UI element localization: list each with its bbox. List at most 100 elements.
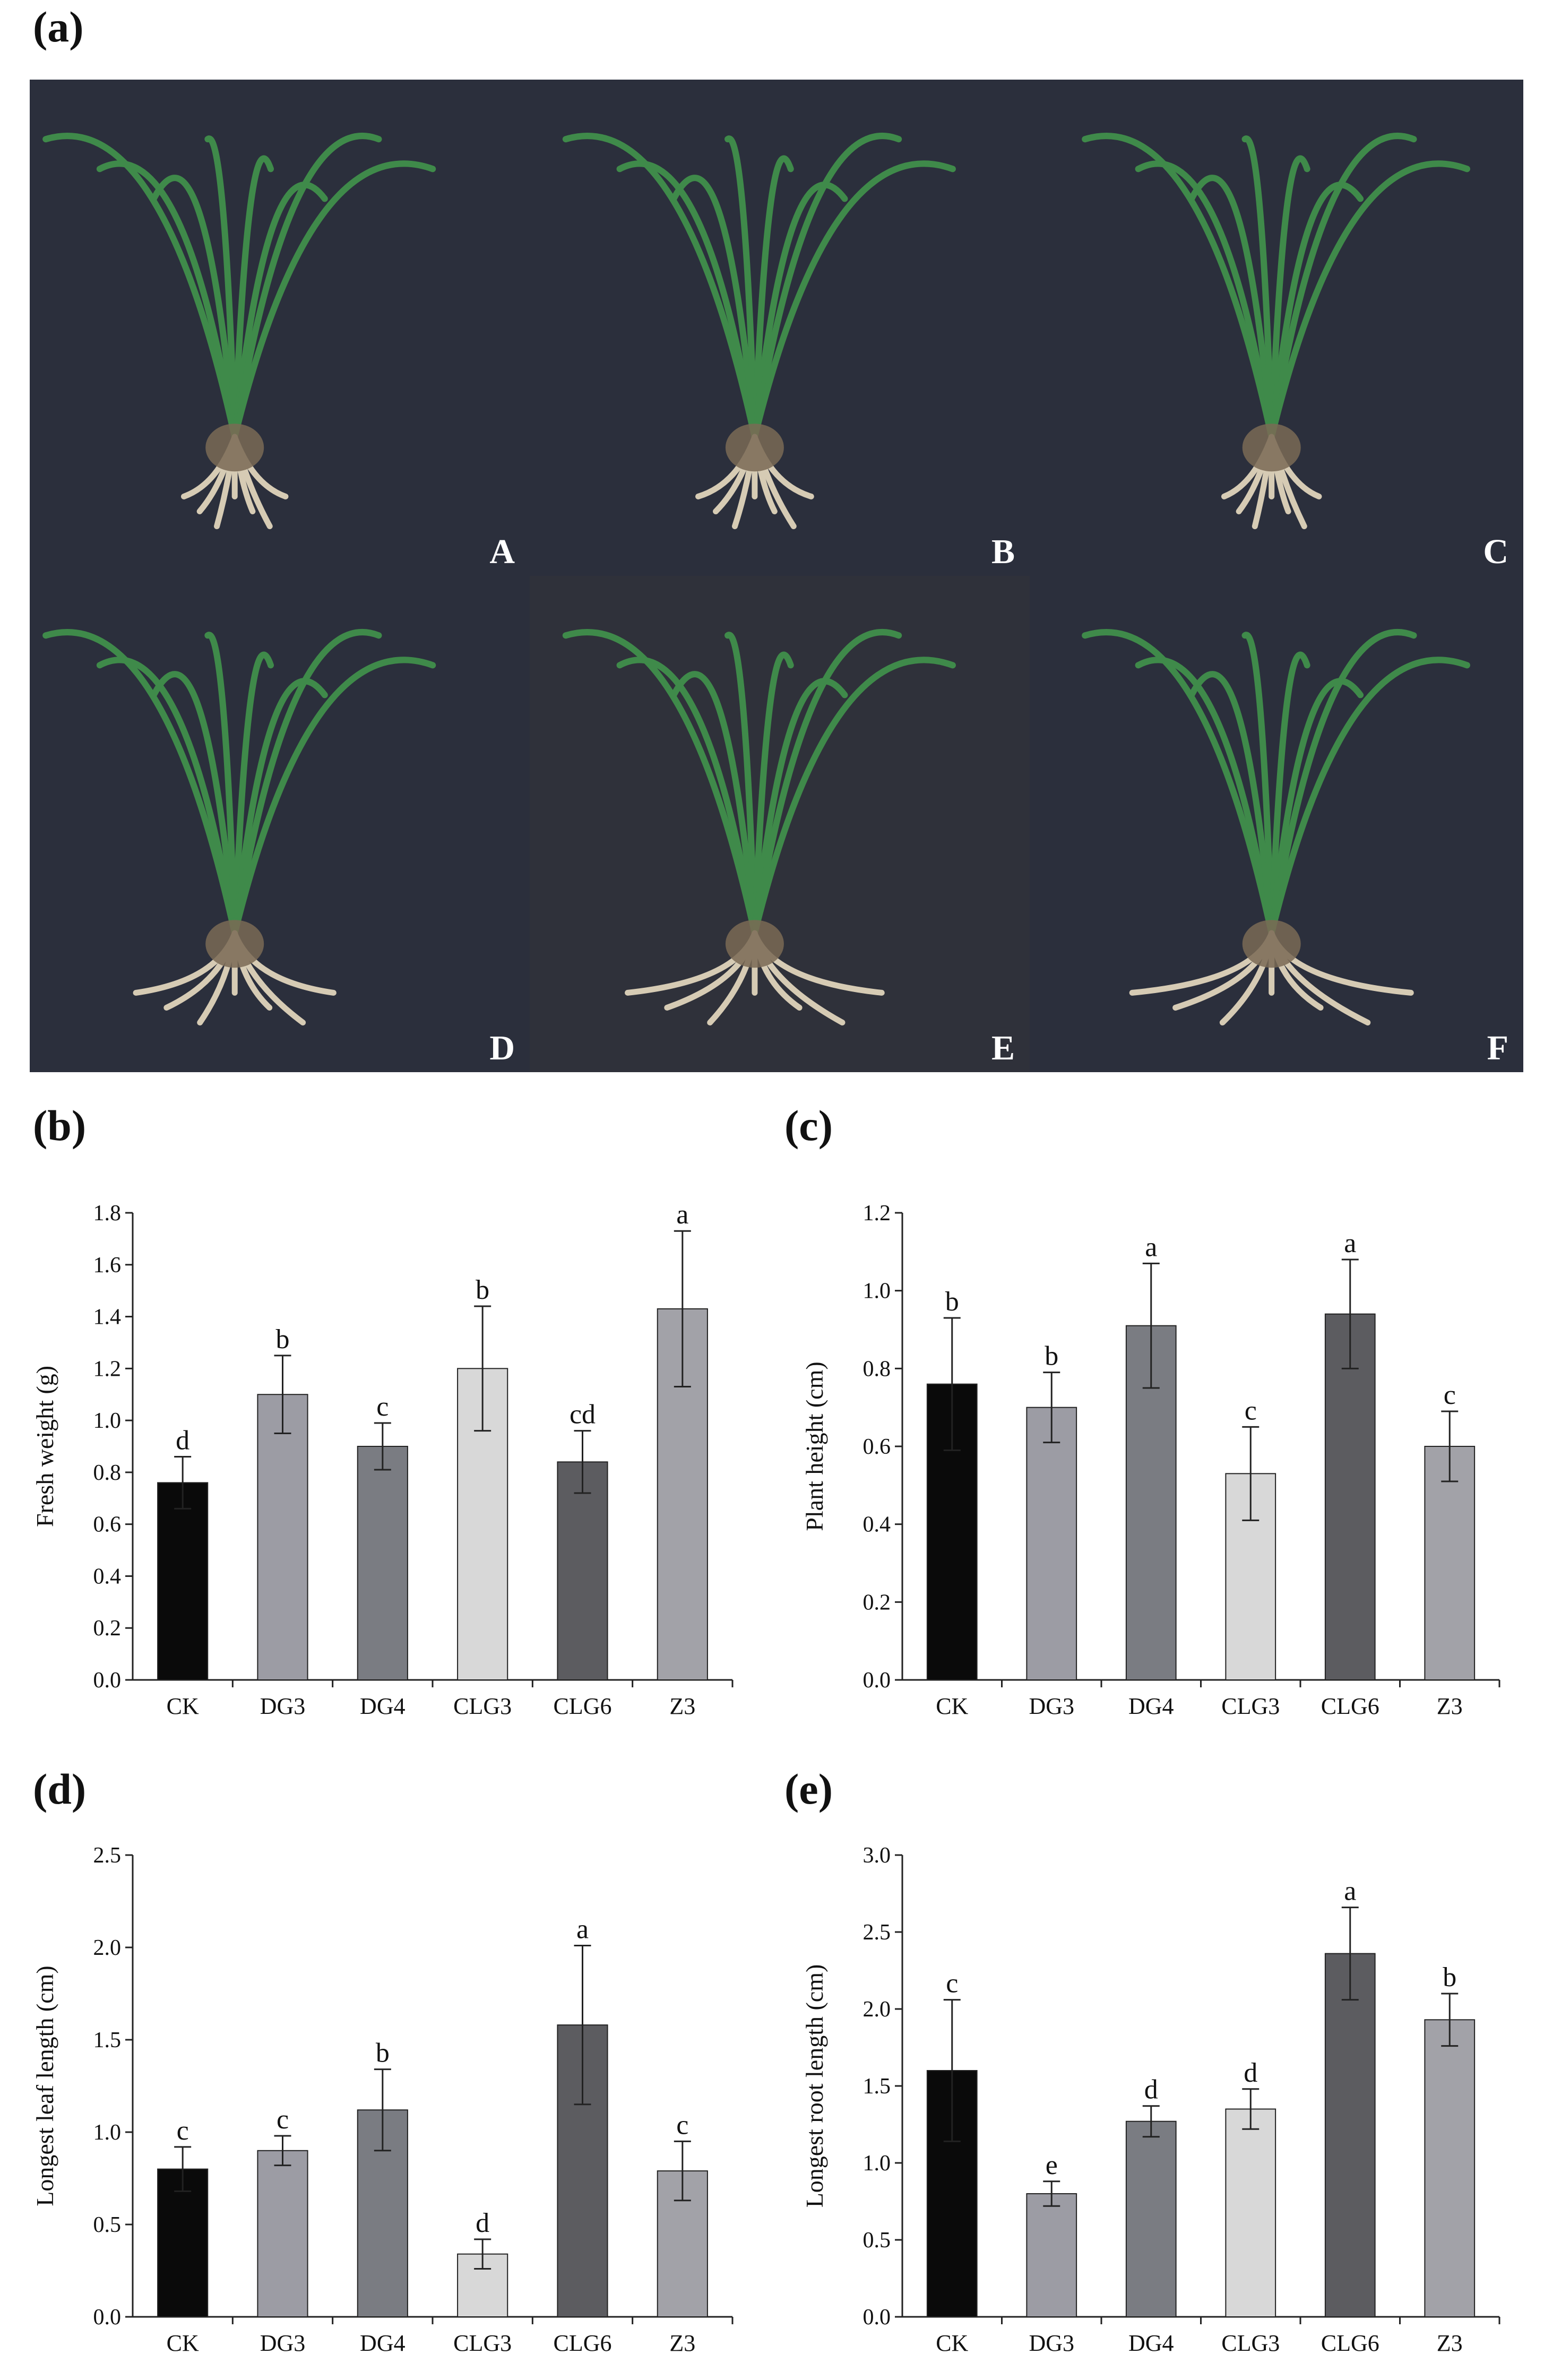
y-tick-label: 3.0 bbox=[863, 1843, 891, 1868]
x-tick-label: CLG3 bbox=[453, 2330, 512, 2356]
y-tick-label: 1.5 bbox=[93, 2028, 122, 2053]
chart-b-fresh-weight: 0.0 0.2 0.4 0.6 0.8 1.0 1.2 1.4 1.6 1.8 Fresh weig… bbox=[21, 1184, 754, 1741]
leaf bbox=[751, 155, 794, 441]
x-tick-label: DG4 bbox=[360, 1693, 406, 1719]
y-axis-label: Plant height (cm) bbox=[801, 1361, 828, 1531]
leaf bbox=[1268, 629, 1417, 937]
bar-DG4 bbox=[1125, 2120, 1177, 2317]
leaf bbox=[1082, 629, 1275, 937]
significance-letter: b bbox=[476, 1275, 489, 1305]
plant-photo-F: F bbox=[1030, 576, 1523, 1072]
root-crown bbox=[725, 920, 784, 968]
chart-e-root-length: 0.0 0.5 1.0 1.5 2.0 2.5 3.0 Longest root length… bbox=[780, 1826, 1523, 2378]
chart-c-svg: 0.0 0.2 0.4 0.6 0.8 1.0 1.2 Plant height (cm) CK… bbox=[801, 1201, 1500, 1719]
leaf bbox=[1268, 678, 1364, 937]
leaf bbox=[1241, 632, 1275, 937]
bar-Z3 bbox=[1424, 1446, 1476, 1680]
leaf bbox=[670, 671, 758, 937]
x-tick-label: CLG6 bbox=[554, 1693, 612, 1719]
leaf bbox=[231, 160, 436, 441]
bar-CLG6 bbox=[557, 1461, 608, 1680]
leaf bbox=[96, 657, 238, 937]
significance-letter: cd bbox=[570, 1400, 596, 1430]
significance-letter: a bbox=[1344, 1876, 1356, 1907]
significance-letter: a bbox=[1344, 1228, 1356, 1258]
root-crown bbox=[1242, 424, 1301, 472]
significance-letter: a bbox=[676, 1200, 688, 1230]
plant-leaves bbox=[1082, 133, 1470, 441]
x-tick-label: CK bbox=[167, 1693, 199, 1719]
leaf bbox=[751, 678, 848, 937]
bar-DG3 bbox=[1026, 2193, 1077, 2317]
leaf bbox=[231, 182, 328, 441]
y-tick-label: 0.0 bbox=[863, 2305, 891, 2330]
leaf bbox=[1188, 671, 1275, 937]
x-tick-label: DG3 bbox=[260, 1693, 306, 1719]
significance-letter: a bbox=[576, 1915, 589, 1945]
y-tick-label: 0.4 bbox=[93, 1564, 122, 1589]
chart-d-svg: 0.0 0.5 1.0 1.5 2.0 2.5 Longest leaf length (c… bbox=[31, 1843, 734, 2356]
significance-letter: b bbox=[945, 1287, 959, 1317]
significance-letter: c bbox=[376, 1392, 389, 1422]
photo-background bbox=[530, 576, 1030, 1072]
y-tick-label: 2.5 bbox=[93, 1843, 122, 1868]
chart-b-svg: 0.0 0.2 0.4 0.6 0.8 1.0 1.2 1.4 1.6 1.8 Fresh weig… bbox=[31, 1200, 734, 1719]
significance-letter: c bbox=[676, 2110, 688, 2140]
photo-letter-B: B bbox=[991, 532, 1015, 571]
photo-background bbox=[30, 576, 530, 1072]
plant-photos-svg: A B C D E F bbox=[30, 80, 1523, 1072]
significance-letter: d bbox=[1244, 2058, 1257, 2088]
leaf bbox=[616, 657, 758, 937]
bar-CK bbox=[157, 2168, 209, 2317]
leaf bbox=[724, 135, 758, 441]
plant-leaves bbox=[562, 133, 956, 441]
leaf bbox=[1082, 133, 1275, 441]
y-tick-label: 1.5 bbox=[863, 2074, 891, 2099]
photo-letter-E: E bbox=[991, 1029, 1015, 1067]
significance-letter: d bbox=[1144, 2075, 1158, 2105]
panel-label-b: (b) bbox=[33, 1101, 87, 1150]
leaf bbox=[751, 657, 956, 937]
leaf bbox=[1135, 657, 1275, 937]
significance-letter: d bbox=[476, 2208, 489, 2238]
significance-letter: c bbox=[177, 2116, 189, 2146]
x-tick-label: CK bbox=[167, 2330, 199, 2356]
panel-label-d: (d) bbox=[33, 1765, 87, 1813]
y-tick-label: 0.0 bbox=[863, 1668, 891, 1693]
y-tick-label: 1.2 bbox=[93, 1357, 122, 1381]
photo-letter-C: C bbox=[1483, 532, 1508, 571]
bar-DG3 bbox=[1026, 1407, 1077, 1680]
photo-background bbox=[30, 80, 530, 576]
leaf bbox=[670, 175, 758, 441]
x-tick-label: DG4 bbox=[360, 2330, 406, 2356]
y-axis-label: Longest leaf length (cm) bbox=[31, 1965, 58, 2206]
y-tick-label: 0.2 bbox=[863, 1590, 891, 1615]
plant-photo-panel: A B C D E F bbox=[30, 80, 1523, 1072]
leaf bbox=[1268, 651, 1310, 937]
x-tick-label: CLG6 bbox=[554, 2330, 612, 2356]
significance-letter: a bbox=[1145, 1232, 1157, 1262]
y-tick-label: 1.6 bbox=[93, 1253, 122, 1278]
y-tick-label: 0.0 bbox=[93, 2305, 122, 2330]
y-tick-label: 0.6 bbox=[93, 1513, 122, 1537]
leaf bbox=[562, 133, 758, 441]
significance-letter: c bbox=[1444, 1380, 1456, 1410]
leaf bbox=[1268, 133, 1417, 441]
x-tick-label: DG3 bbox=[1029, 1693, 1074, 1719]
leaf bbox=[96, 160, 238, 441]
root-crown bbox=[205, 424, 264, 472]
leaf bbox=[204, 135, 238, 441]
significance-letter: c bbox=[946, 1969, 958, 1999]
leaf bbox=[231, 657, 436, 937]
x-tick-label: DG4 bbox=[1128, 1693, 1174, 1719]
leaf bbox=[1268, 160, 1470, 441]
leaf bbox=[751, 651, 794, 937]
y-tick-label: 2.0 bbox=[863, 1997, 891, 2022]
y-tick-label: 2.5 bbox=[863, 1920, 891, 1945]
y-tick-label: 1.2 bbox=[863, 1201, 891, 1226]
leaf bbox=[751, 133, 902, 441]
x-tick-label: DG3 bbox=[260, 2330, 306, 2356]
leaf bbox=[42, 629, 238, 937]
leaf bbox=[562, 629, 758, 937]
plant-photo-A: A bbox=[30, 80, 530, 576]
